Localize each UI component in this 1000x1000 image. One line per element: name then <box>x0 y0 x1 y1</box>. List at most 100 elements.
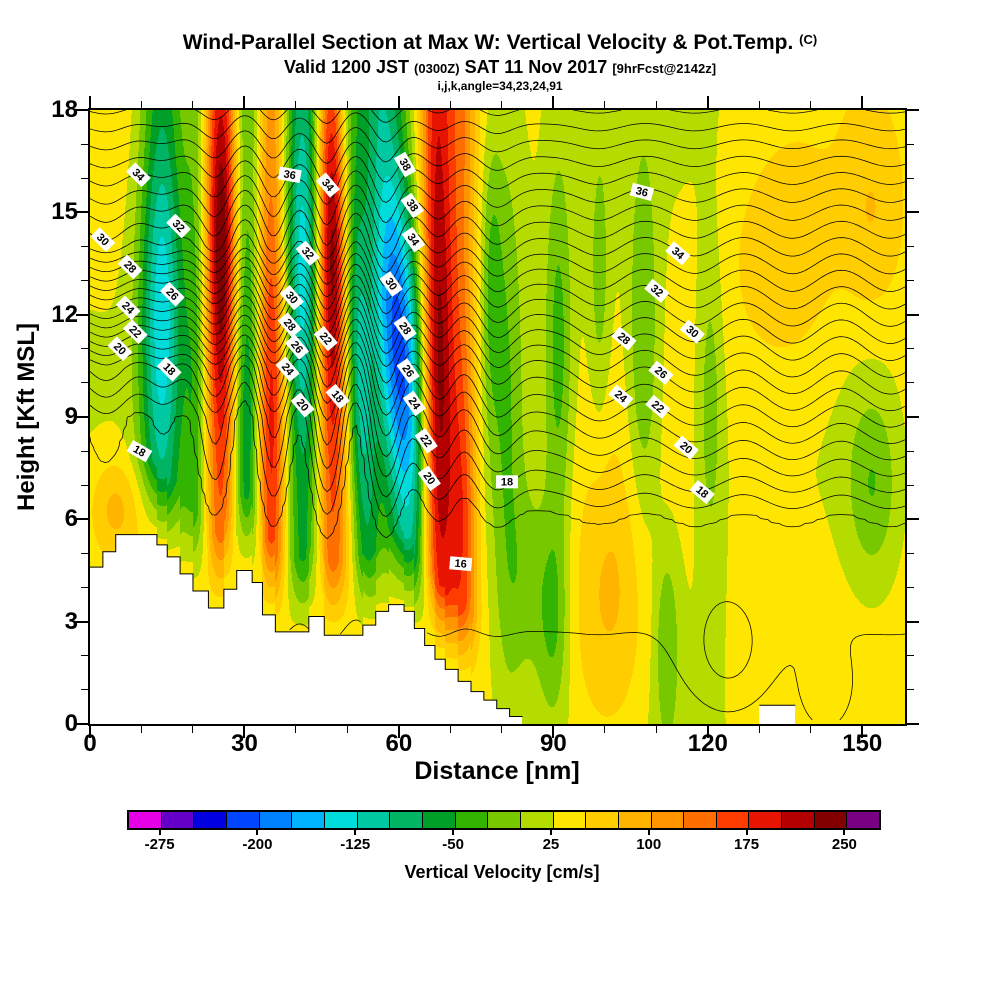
y-axis-tick <box>76 620 88 623</box>
x-tick-label: 30 <box>231 730 258 757</box>
y-axis-tick-right <box>907 620 919 623</box>
colorbar-segment <box>323 812 357 828</box>
colorbar-segment <box>715 812 749 828</box>
x-axis-tick-top <box>192 101 194 108</box>
x-axis-tick <box>192 726 194 733</box>
x-tick-label: 120 <box>687 730 728 757</box>
y-axis-tick-right <box>907 484 914 486</box>
x-axis-tick <box>552 726 555 738</box>
colorbar-segment <box>781 812 814 828</box>
x-tick-label: 150 <box>842 730 883 757</box>
y-tick-label: 12 <box>51 300 78 328</box>
y-axis-tick-right <box>907 211 919 214</box>
y-axis-tick-right <box>907 450 914 452</box>
cross-section-canvas <box>90 110 905 724</box>
x-axis-tick <box>295 726 297 733</box>
colorbar-tick <box>647 830 650 835</box>
colorbar-segment <box>683 812 716 828</box>
colorbar-segment <box>421 812 455 828</box>
plot-frame <box>88 108 907 726</box>
colorbar-tick-label: -200 <box>242 836 273 853</box>
y-axis-tick-right <box>907 382 914 384</box>
y-axis-tick <box>81 655 88 657</box>
x-axis-tick-top <box>449 101 451 108</box>
y-axis-tick-right <box>907 518 919 521</box>
colorbar-segment <box>813 812 847 828</box>
valid-time-label: Valid 1200 JST <box>283 57 410 77</box>
x-axis-tick <box>706 726 709 738</box>
chart-title-unit: (C) <box>799 32 818 47</box>
colorbar-title: Vertical Velocity [cm/s] <box>404 862 600 882</box>
colorbar-segment <box>585 812 618 828</box>
x-tick-label: 60 <box>385 730 413 757</box>
x-axis-tick-top <box>140 101 142 108</box>
colorbar-tick <box>745 830 748 835</box>
colorbar <box>127 810 881 830</box>
x-axis-tick-top <box>655 101 657 108</box>
y-axis-tick-right <box>907 689 914 691</box>
y-axis-tick <box>81 348 88 350</box>
colorbar-tick-label: -275 <box>144 836 175 853</box>
x-axis-tick-top <box>552 96 555 108</box>
y-tick-label: 3 <box>64 607 78 635</box>
x-axis-tick-top <box>758 101 760 108</box>
x-axis-tick-top <box>89 96 91 108</box>
y-tick-label: 18 <box>51 96 78 123</box>
colorbar-tick <box>256 830 259 835</box>
y-axis-tick-right <box>907 552 914 554</box>
colorbar-tick <box>843 830 846 835</box>
y-axis-tick <box>81 280 88 282</box>
y-axis-tick-right <box>907 587 914 589</box>
colorbar-tick <box>354 830 357 835</box>
y-axis-tick <box>76 313 88 316</box>
y-tick-label: 0 <box>64 710 78 737</box>
x-axis-tick-top <box>346 101 348 108</box>
y-axis-tick-right <box>907 109 919 111</box>
z-time-label: (0300Z) <box>414 61 460 76</box>
x-axis-tick-top <box>861 96 864 108</box>
x-axis-tick <box>861 726 864 738</box>
x-axis-tick-top <box>295 101 297 108</box>
colorbar-tick <box>549 830 552 835</box>
y-axis-tick-right <box>907 416 919 418</box>
x-tick-label: 0 <box>83 730 97 757</box>
x-axis-tick <box>89 726 91 738</box>
chart-title-text: Wind-Parallel Section at Max W: Vertical… <box>182 31 794 54</box>
grid-indices-label: i,j,k,angle=34,23,24,91 <box>437 79 563 93</box>
y-axis-tick-right <box>907 723 919 725</box>
x-tick-label: 90 <box>540 730 567 757</box>
colorbar-segment <box>258 812 292 828</box>
colorbar-segment <box>160 812 194 828</box>
x-axis-title: Distance [nm] <box>414 757 580 785</box>
x-axis-tick <box>758 726 760 733</box>
x-axis-tick <box>449 726 451 733</box>
colorbar-tick <box>452 830 455 835</box>
valid-date-label: SAT 11 Nov 2017 <box>464 57 608 77</box>
colorbar-segment <box>552 812 586 828</box>
y-axis-tick <box>81 587 88 589</box>
x-axis-tick <box>346 726 348 733</box>
colorbar-segment <box>454 812 488 828</box>
chart-subtitle: Valid 1200 JST (0300Z) SAT 11 Nov 2017 [… <box>0 57 1000 78</box>
y-axis-tick <box>81 177 88 179</box>
y-axis-tick-right <box>907 280 914 282</box>
y-axis-tick <box>81 689 88 691</box>
y-tick-label: 6 <box>64 505 78 533</box>
y-axis-tick <box>81 552 88 554</box>
colorbar-segment <box>193 812 226 828</box>
colorbar-segment <box>748 812 782 828</box>
y-axis-tick <box>81 143 88 145</box>
x-axis-tick-top <box>706 96 709 108</box>
colorbar-segment <box>487 812 520 828</box>
x-axis-tick <box>243 726 246 738</box>
colorbar-tick-label: -50 <box>442 836 464 853</box>
chart-title: Wind-Parallel Section at Max W: Vertical… <box>0 31 1000 55</box>
x-axis-tick <box>604 726 606 733</box>
y-axis-tick <box>81 382 88 384</box>
x-axis-tick-top <box>604 101 606 108</box>
colorbar-segment <box>129 812 161 828</box>
x-axis-tick <box>397 726 400 738</box>
colorbar-segment <box>617 812 651 828</box>
colorbar-segment <box>519 812 553 828</box>
